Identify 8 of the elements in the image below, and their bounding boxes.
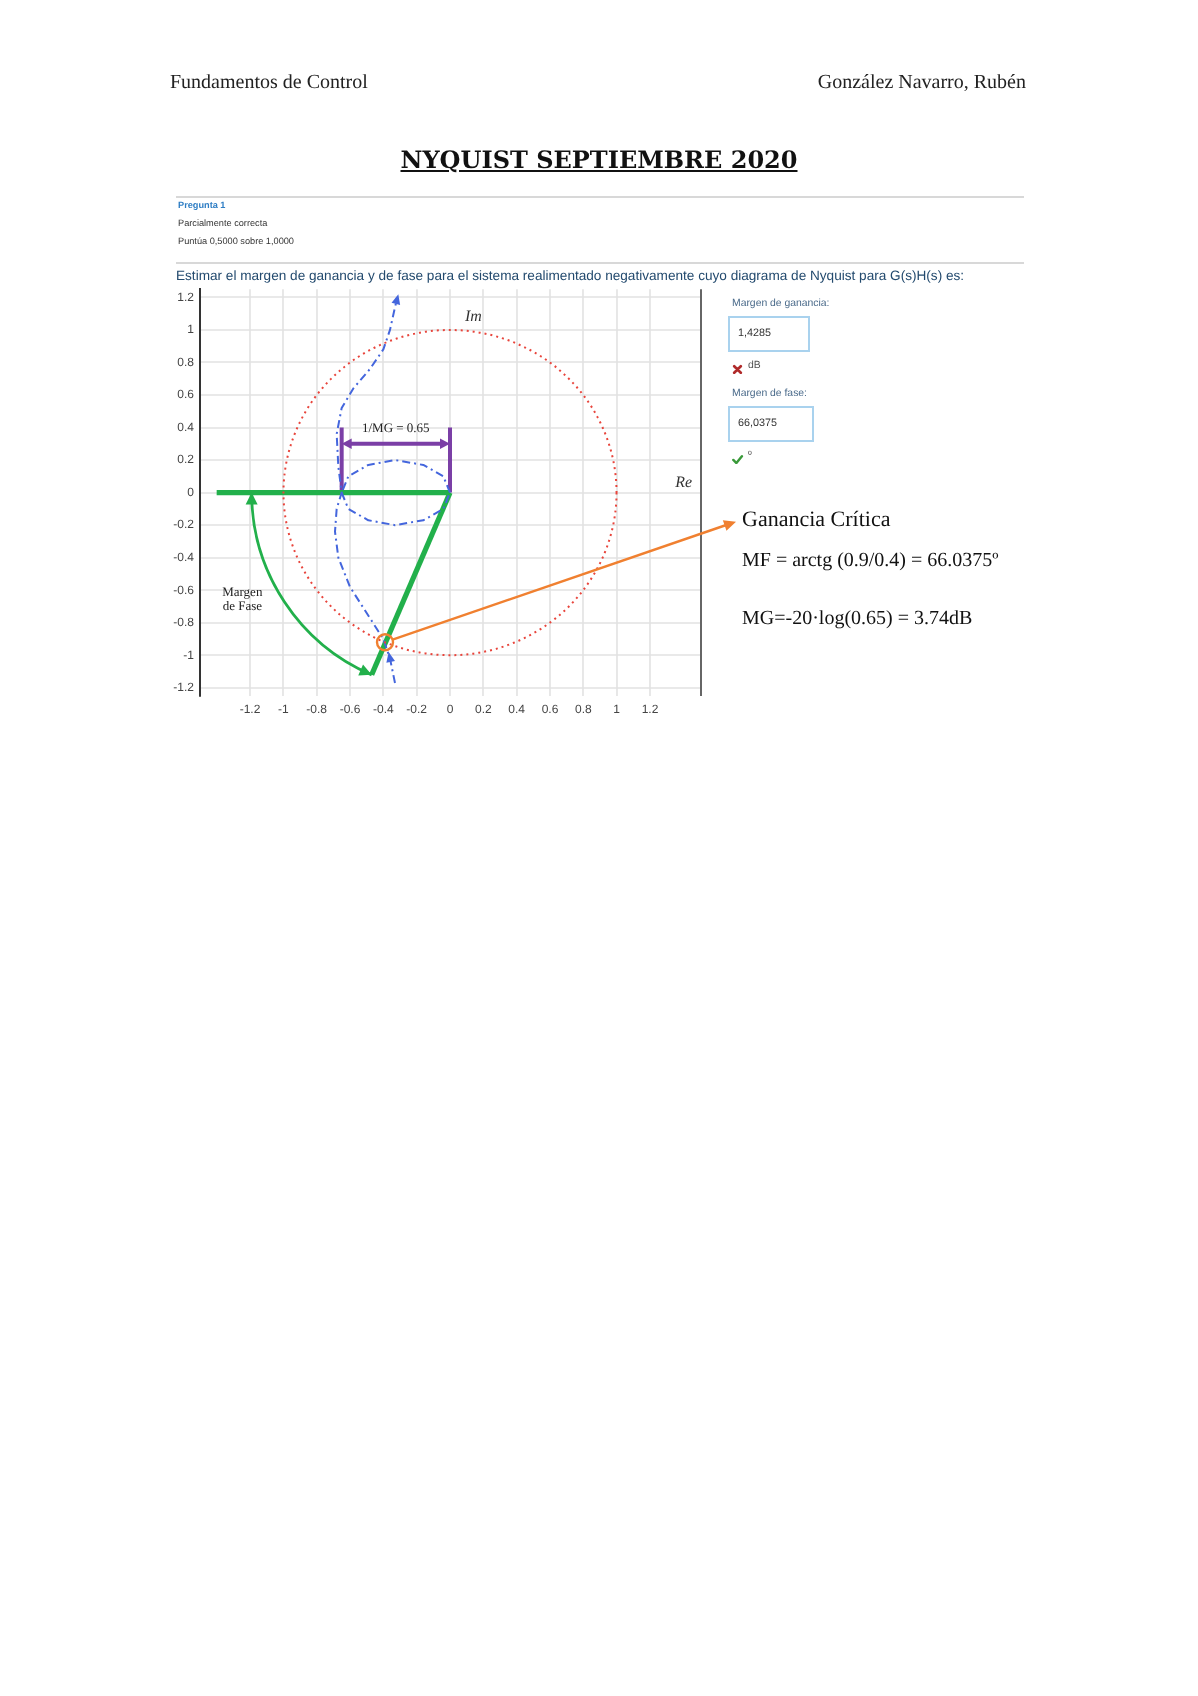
x-axis-title: Re xyxy=(673,472,693,491)
text: MF = arctg (0.9/0.4) = 66.0375º xyxy=(742,550,999,573)
text: MG=-20·log(0.65) = 3.74dB xyxy=(742,608,973,631)
chart-title: NYQUIST SEPTIEMBRE 2020 xyxy=(400,146,798,174)
text: Fundamentos de Control xyxy=(170,72,368,95)
annotation: Ganancia Crítica xyxy=(742,508,891,534)
y-axis-title: Im xyxy=(463,307,483,326)
text: González Navarro, Rubén xyxy=(817,72,1026,95)
